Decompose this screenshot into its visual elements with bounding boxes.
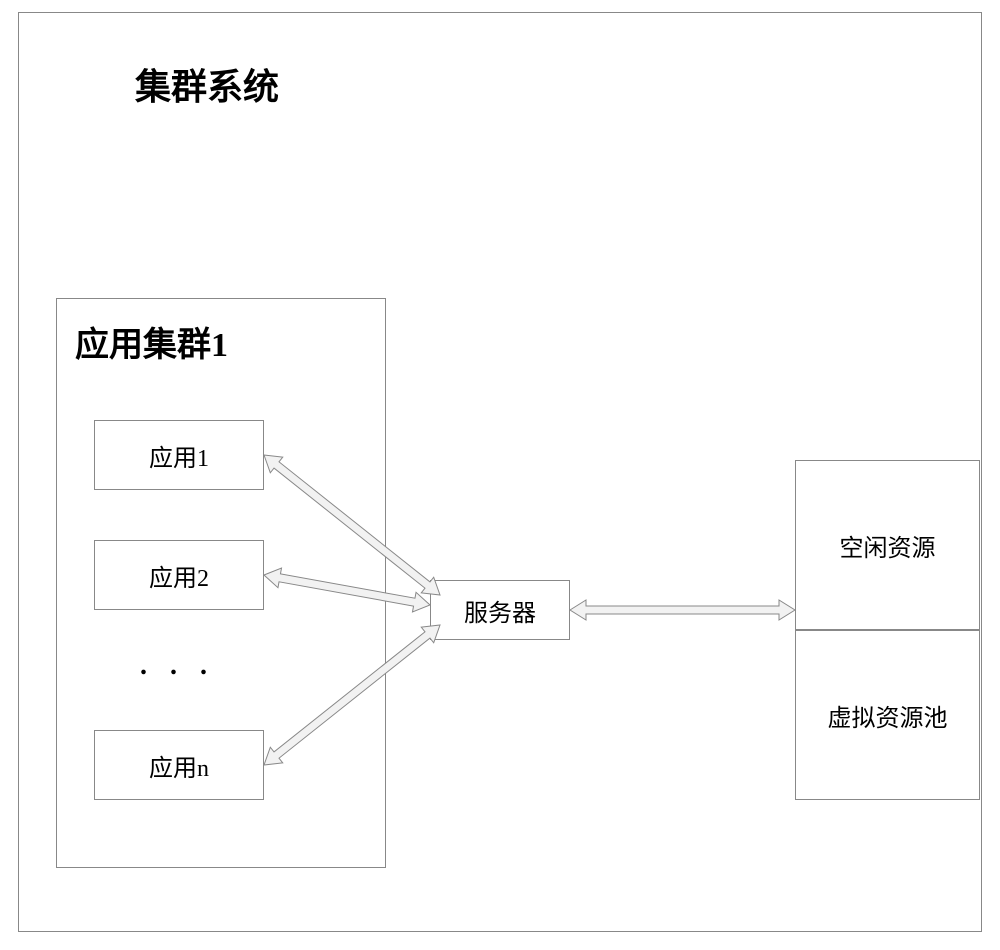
app1-box: 应用1 — [94, 420, 264, 490]
server-label: 服务器 — [464, 593, 536, 628]
app2-box: 应用2 — [94, 540, 264, 610]
idle-resource-label: 空闲资源 — [840, 528, 936, 563]
diagram-title: 集群系统 — [135, 58, 279, 110]
virtual-pool-label: 虚拟资源池 — [828, 698, 948, 733]
idle-resource-box: 空闲资源 — [795, 460, 980, 630]
server-box: 服务器 — [430, 580, 570, 640]
app-cluster-title: 应用集群1 — [75, 317, 228, 366]
appn-box: 应用n — [94, 730, 264, 800]
app2-label: 应用2 — [149, 558, 209, 593]
appn-label: 应用n — [149, 748, 209, 783]
app1-label: 应用1 — [149, 438, 209, 473]
dots-label: . . . — [140, 650, 215, 682]
virtual-pool-box: 虚拟资源池 — [795, 630, 980, 800]
